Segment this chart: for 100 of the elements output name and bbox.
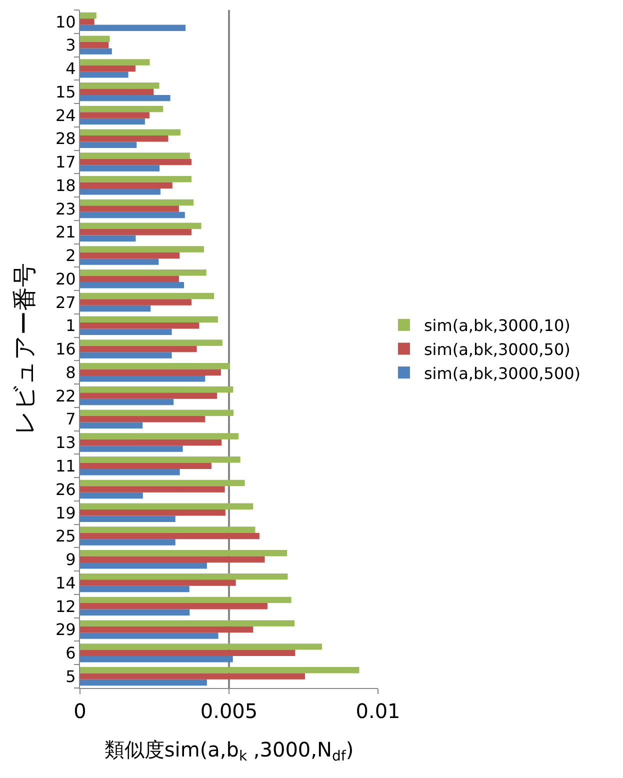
bar bbox=[80, 48, 112, 54]
y-tick-label: 9 bbox=[66, 550, 76, 570]
bar bbox=[80, 363, 230, 370]
y-tick-label: 26 bbox=[55, 480, 76, 499]
y-tick-label: 22 bbox=[55, 386, 76, 406]
bar bbox=[80, 398, 174, 406]
y-tick-label: 11 bbox=[55, 456, 76, 476]
bar bbox=[80, 322, 200, 329]
bar bbox=[80, 416, 206, 422]
bar bbox=[80, 456, 240, 463]
bar bbox=[80, 188, 160, 195]
bar bbox=[80, 152, 190, 159]
y-tick-label: 3 bbox=[66, 36, 76, 55]
y-axis-title: レビュアー番号 bbox=[10, 263, 39, 435]
x-tick-label: 0.01 bbox=[356, 699, 400, 723]
bar bbox=[80, 158, 192, 166]
bar bbox=[80, 328, 172, 335]
bar bbox=[80, 24, 186, 32]
bar bbox=[80, 228, 192, 236]
bar bbox=[80, 258, 159, 265]
bar bbox=[80, 270, 206, 276]
y-tick-label: 1 bbox=[66, 316, 76, 336]
bar bbox=[80, 433, 239, 440]
bar bbox=[80, 94, 170, 102]
bar bbox=[80, 299, 192, 306]
bar bbox=[80, 480, 245, 486]
bar bbox=[80, 346, 197, 352]
bar bbox=[80, 206, 179, 212]
legend-label: sim(a,bk,3000,50) bbox=[424, 340, 570, 359]
bar bbox=[80, 656, 233, 662]
bar bbox=[80, 586, 190, 592]
bar bbox=[80, 462, 212, 470]
bar bbox=[80, 679, 207, 686]
bar bbox=[80, 539, 176, 546]
bar bbox=[80, 42, 109, 48]
y-tick-label: 7 bbox=[66, 410, 76, 429]
y-tick-label: 12 bbox=[55, 596, 76, 616]
bar bbox=[80, 135, 168, 142]
bar bbox=[80, 340, 222, 346]
x-axis-title: 類似度sim(a,b$_{k}$ ,3000,N$_{df}$) bbox=[104, 738, 354, 765]
bar bbox=[80, 632, 218, 639]
bar bbox=[80, 112, 150, 118]
y-tick-label: 27 bbox=[55, 292, 76, 312]
bar bbox=[80, 12, 96, 19]
bar bbox=[80, 573, 288, 580]
y-tick-label: 8 bbox=[66, 362, 76, 382]
bar bbox=[80, 650, 296, 656]
bar bbox=[80, 316, 218, 322]
bar bbox=[80, 562, 207, 569]
bar bbox=[80, 492, 143, 499]
bar bbox=[80, 550, 288, 556]
bar bbox=[80, 82, 160, 89]
bar bbox=[80, 644, 322, 650]
bar bbox=[80, 199, 194, 206]
bar bbox=[80, 212, 185, 218]
y-tick-label: 16 bbox=[55, 340, 76, 359]
bar bbox=[80, 510, 226, 516]
bar bbox=[80, 176, 192, 182]
bar bbox=[80, 18, 94, 25]
bar bbox=[80, 305, 151, 312]
y-tick-label: 24 bbox=[55, 106, 76, 125]
y-tick-label: 15 bbox=[55, 82, 76, 102]
bar bbox=[80, 59, 150, 66]
y-tick-label: 20 bbox=[55, 269, 76, 288]
bar bbox=[80, 276, 179, 282]
y-tick-label: 25 bbox=[55, 526, 76, 546]
bar bbox=[80, 503, 254, 510]
y-tick-label: 14 bbox=[55, 573, 76, 592]
bar bbox=[80, 376, 206, 382]
y-tick-label: 19 bbox=[55, 503, 76, 522]
bar bbox=[80, 282, 184, 288]
bar bbox=[80, 532, 260, 540]
bar bbox=[80, 392, 218, 399]
y-tick-label: 17 bbox=[55, 152, 76, 172]
bar bbox=[80, 36, 110, 42]
bar bbox=[80, 72, 128, 78]
bar bbox=[80, 129, 180, 136]
y-tick-label: 10 bbox=[55, 12, 76, 32]
y-tick-label: 5 bbox=[66, 666, 76, 686]
bar bbox=[80, 422, 143, 428]
bar bbox=[80, 246, 204, 252]
bar bbox=[80, 410, 234, 416]
bar bbox=[80, 182, 172, 188]
bar bbox=[80, 222, 202, 229]
bar bbox=[80, 580, 236, 586]
y-tick-label: 4 bbox=[66, 59, 76, 78]
y-tick-label: 29 bbox=[55, 620, 76, 640]
y-tick-label: 2 bbox=[66, 246, 76, 266]
bar bbox=[80, 609, 190, 616]
bar bbox=[80, 65, 136, 72]
bar bbox=[80, 596, 292, 604]
y-tick-label: 6 bbox=[66, 644, 76, 663]
y-tick-label: 23 bbox=[55, 199, 76, 218]
y-tick-label: 13 bbox=[55, 433, 76, 452]
bar bbox=[80, 439, 222, 446]
bar bbox=[80, 620, 295, 626]
legend-label: sim(a,bk,3000,500) bbox=[424, 364, 581, 383]
bar bbox=[80, 673, 305, 680]
bar bbox=[80, 142, 137, 148]
bar bbox=[80, 526, 256, 533]
